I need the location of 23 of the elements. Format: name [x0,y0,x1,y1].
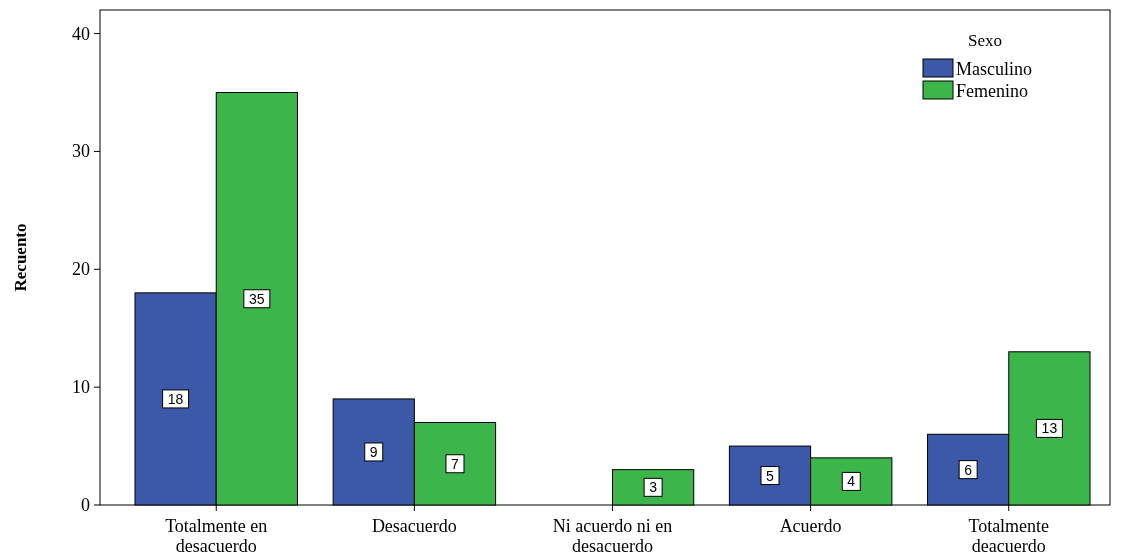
x-tick-label: Ni acuerdo ni en desacuerdo [552,516,673,556]
x-tick-label: Desacuerdo [371,516,457,536]
y-tick-label: 40 [72,23,90,44]
y-tick-label: 10 [72,377,90,398]
data-label: 13 [1041,420,1058,437]
y-tick-label: 20 [72,259,90,280]
legend-title: Sexo [968,31,1002,50]
x-tick-label: Acuerdo [779,516,842,536]
data-label: 18 [167,390,184,407]
y-axis-title: Recuento [11,223,30,292]
data-label: 4 [847,473,856,490]
data-label: 35 [249,290,265,307]
data-label: 5 [766,467,775,484]
legend-label: Femenino [956,81,1028,101]
x-tick-label: Totalmente deacuerdo [968,516,1050,556]
data-label: 7 [451,455,460,472]
legend-label: Masculino [956,59,1032,79]
data-label: 6 [964,461,973,478]
x-tick-label: Totalmente en desacuerdo [165,516,268,556]
y-tick-label: 30 [72,141,90,162]
y-tick-label: 0 [81,495,90,515]
data-label: 9 [369,443,378,460]
data-label: 3 [649,479,658,496]
